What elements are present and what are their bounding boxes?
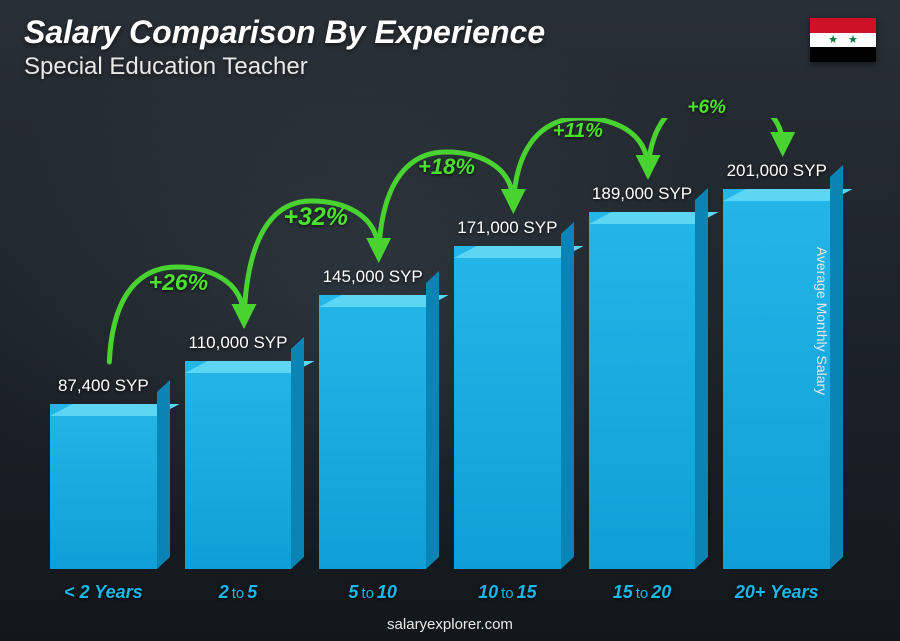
flag-star-icon: ★ — [828, 35, 838, 46]
bar-side-face — [157, 380, 170, 569]
bar-value-label: 110,000 SYP — [189, 333, 288, 353]
xaxis-label: 20+ Years — [723, 582, 830, 603]
xaxis-label: 5to10 — [319, 582, 426, 603]
flag-stripe-bottom — [810, 47, 876, 62]
bar-slot: 189,000 SYP — [589, 184, 696, 569]
bar-value-label: 201,000 SYP — [727, 161, 827, 181]
bar-side-face — [291, 337, 304, 569]
salary-bar-chart: 87,400 SYP 110,000 SYP 145,000 SYP 171,000 … — [40, 118, 840, 569]
bar-side-face — [426, 271, 439, 569]
bar — [50, 404, 157, 569]
bar-side-face — [561, 222, 574, 569]
bar-slot: 145,000 SYP — [319, 267, 426, 569]
bar-front-face — [454, 246, 561, 569]
bar — [185, 361, 292, 569]
xaxis-label: 2to5 — [185, 582, 292, 603]
flag-stripe-mid: ★ ★ — [810, 33, 876, 48]
bar-front-face — [589, 212, 696, 569]
page-title: Salary Comparison By Experience — [24, 14, 545, 51]
bars-container: 87,400 SYP 110,000 SYP 145,000 SYP 171,000 … — [40, 118, 840, 569]
xaxis: < 2 Years 2to5 5to10 10to15 15to20 20+ Years — [40, 582, 840, 603]
yaxis-label: Average Monthly Salary — [814, 246, 830, 394]
bar-side-face — [695, 188, 708, 569]
pct-increase-label: +6% — [687, 97, 726, 119]
xaxis-label: 10to15 — [454, 582, 561, 603]
bar-value-label: 189,000 SYP — [592, 184, 692, 204]
bar-value-label: 145,000 SYP — [323, 267, 423, 287]
flag-stripe-top — [810, 18, 876, 33]
pct-increase-label: +32% — [283, 203, 348, 232]
flag-star-icon: ★ — [848, 35, 858, 46]
header: Salary Comparison By Experience Special … — [24, 14, 545, 81]
bar — [589, 212, 696, 569]
bar-front-face — [50, 404, 157, 569]
bar-slot: 171,000 SYP — [454, 218, 561, 569]
bar — [454, 246, 561, 569]
bar-slot: 87,400 SYP — [50, 376, 157, 569]
bar-value-label: 87,400 SYP — [58, 376, 149, 396]
country-flag-icon: ★ ★ — [810, 18, 876, 62]
bar — [319, 295, 426, 569]
footer-attribution: salaryexplorer.com — [0, 616, 900, 633]
pct-increase-label: +26% — [149, 269, 208, 296]
bar-value-label: 171,000 SYP — [457, 218, 557, 238]
bar-slot: 110,000 SYP — [185, 333, 292, 569]
bar-front-face — [319, 295, 426, 569]
page-subtitle: Special Education Teacher — [24, 53, 545, 81]
bar-front-face — [185, 361, 292, 569]
pct-increase-label: +11% — [553, 120, 603, 143]
xaxis-label: < 2 Years — [50, 582, 157, 603]
bar-side-face — [830, 165, 843, 569]
xaxis-label: 15to20 — [589, 582, 696, 603]
pct-increase-label: +18% — [418, 154, 475, 180]
